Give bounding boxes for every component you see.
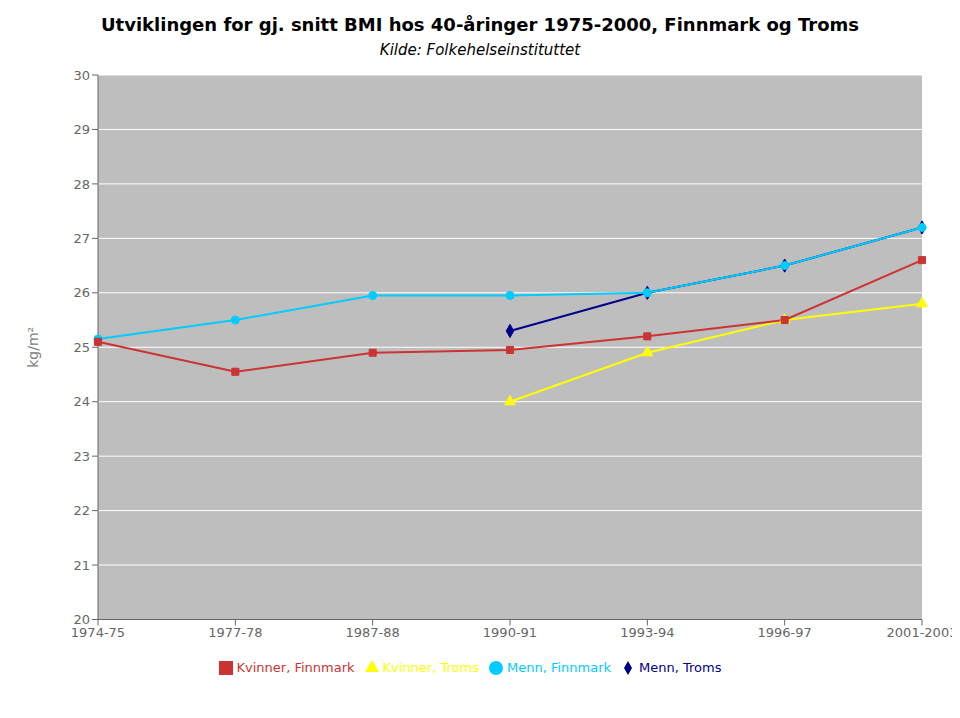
html-text:Kvinner, Finnmark: Kvinner, Finnmark [236, 659, 355, 675]
svg-text:26: 26 [73, 285, 90, 300]
svg-text:1990-91: 1990-91 [483, 625, 537, 640]
svg-text:21: 21 [73, 558, 90, 573]
svg-text:1974-75: 1974-75 [70, 624, 126, 640]
html-text:Kilde: Folkehelseinstituttet: Kilde: Folkehelseinstituttet [379, 41, 581, 59]
svg-text:1977-78: 1977-78 [208, 625, 262, 640]
svg-text:30: 30 [73, 68, 90, 83]
svg-text:1996-97: 1996-97 [758, 625, 812, 640]
svg-text:1993-94: 1993-94 [620, 625, 674, 640]
svg-text:28: 28 [73, 177, 90, 192]
svg-text:29: 29 [73, 122, 90, 137]
svg-text:2001-2003: 2001-2003 [887, 625, 952, 640]
html-text:Menn, Finnmark: Menn, Finnmark [507, 659, 611, 675]
svg-text:kg/m²: kg/m² [25, 327, 41, 368]
svg-text:23: 23 [73, 449, 90, 464]
svg-text:22: 22 [73, 503, 90, 518]
svg-text:24: 24 [73, 394, 90, 409]
svg-text:25: 25 [73, 340, 90, 355]
html-text:Menn, Troms: Menn, Troms [639, 659, 722, 675]
html-text:Kvinner, Troms: Kvinner, Troms [382, 659, 479, 675]
html-text:Utviklingen for gj. snitt BMI: Utviklingen for gj. snitt BMI hos 40-åri… [101, 14, 859, 35]
svg-text:1987-88: 1987-88 [346, 625, 400, 640]
svg-text:20: 20 [73, 612, 90, 627]
svg-text:27: 27 [73, 231, 90, 246]
